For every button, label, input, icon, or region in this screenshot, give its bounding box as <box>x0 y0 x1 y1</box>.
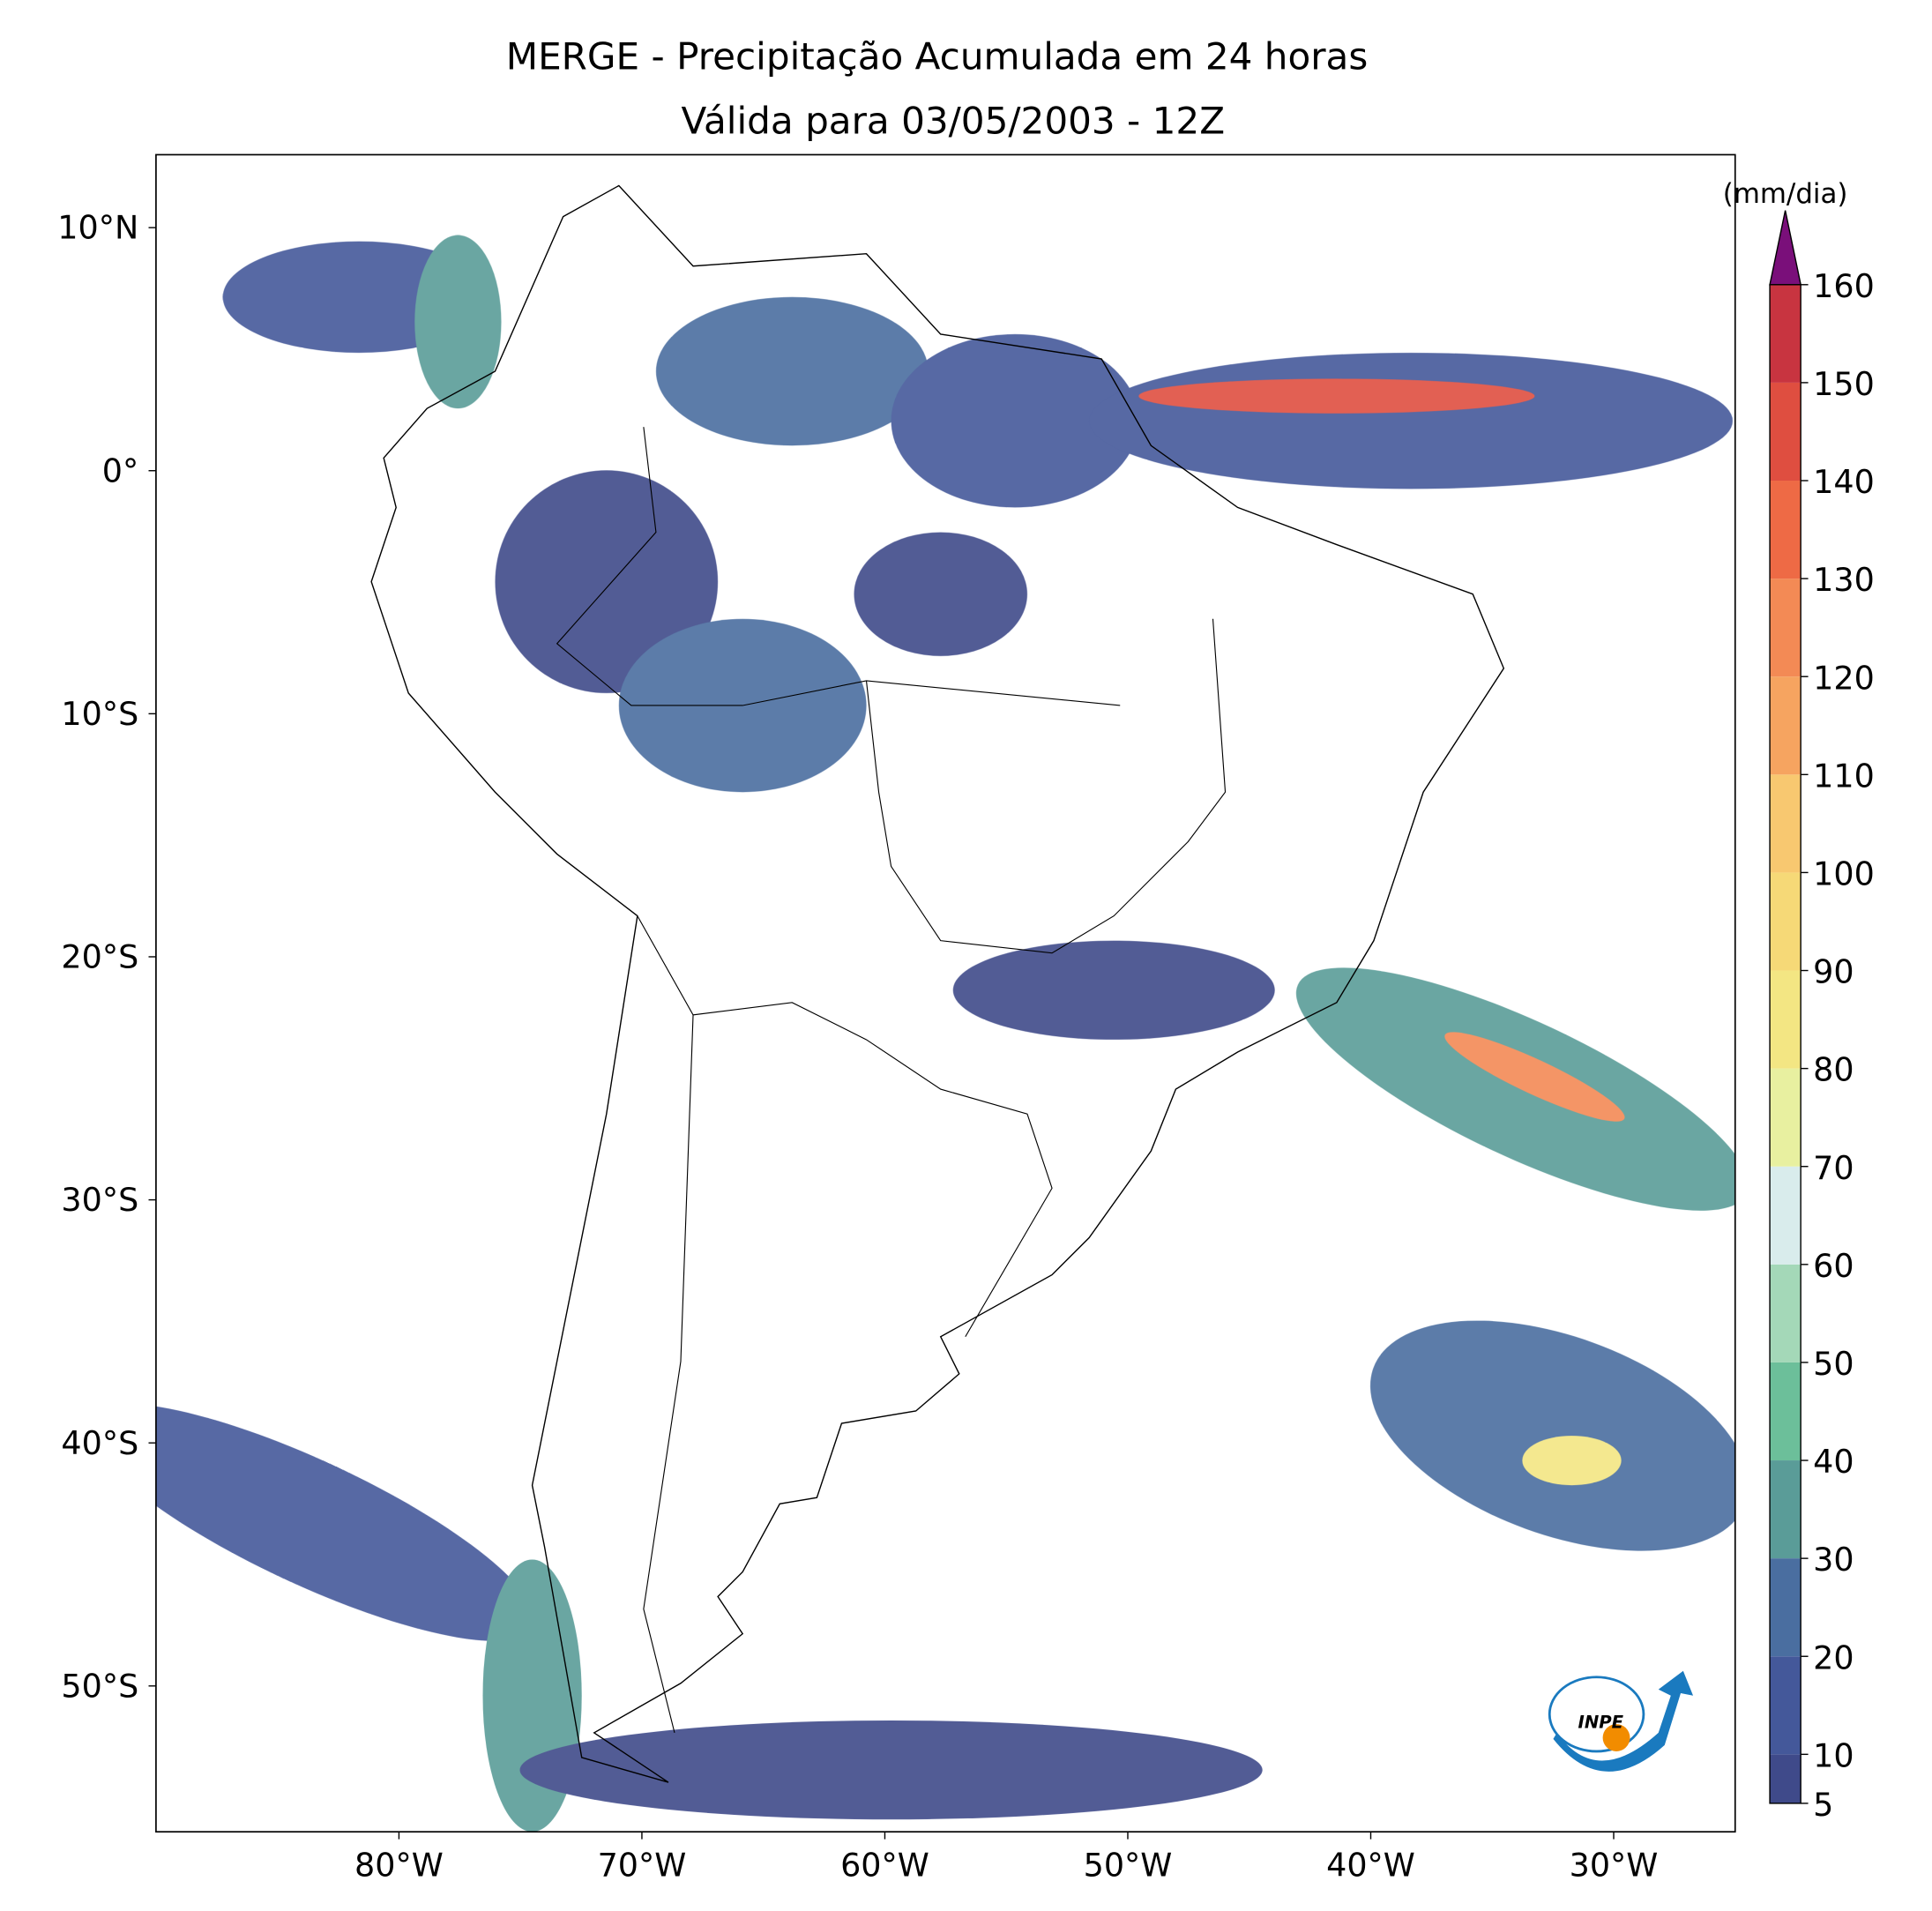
x-tick-label: 70°W <box>598 1847 687 1885</box>
colorbar-band <box>1770 1754 1801 1803</box>
colorbar-band <box>1770 1558 1801 1657</box>
colorbar-tick-label: 110 <box>1813 757 1875 795</box>
colorbar-tick-label: 50 <box>1813 1345 1854 1383</box>
map-frame <box>155 153 1736 1833</box>
inpe-logo: INPE <box>1548 1670 1694 1772</box>
colorbar-band <box>1770 1656 1801 1755</box>
colorbar-band <box>1770 382 1801 481</box>
colorbar-tick-label: 100 <box>1813 855 1875 892</box>
colorbar-tick-label: 5 <box>1813 1786 1833 1824</box>
colorbar-band <box>1770 774 1801 873</box>
x-tick-label: 50°W <box>1084 1847 1173 1885</box>
colorbar-band <box>1770 1264 1801 1362</box>
colorbar-band <box>1770 1362 1801 1461</box>
colorbar-band <box>1770 1068 1801 1167</box>
x-tick-label: 30°W <box>1570 1847 1659 1885</box>
colorbar-tick-label: 40 <box>1813 1443 1854 1481</box>
colorbar-tick-label: 80 <box>1813 1051 1854 1089</box>
colorbar-extension <box>1769 210 1802 286</box>
colorbar-band <box>1770 284 1801 383</box>
colorbar-label: (mm/dia) <box>1723 178 1848 210</box>
map-area: INPE <box>155 184 1735 1833</box>
colorbar-band <box>1770 872 1801 971</box>
colorbar-tick-label: 10 <box>1813 1736 1854 1774</box>
y-tick-label: 50°S <box>61 1667 138 1705</box>
logo-text: INPE <box>1578 1712 1624 1732</box>
colorbar-tick-label: 60 <box>1813 1247 1854 1285</box>
x-tick-label: 60°W <box>840 1847 929 1885</box>
colorbar-band <box>1770 970 1801 1069</box>
y-tick-label: 40°S <box>61 1424 138 1462</box>
colorbar-band <box>1770 579 1801 677</box>
y-tick-label: 0° <box>102 452 138 489</box>
colorbar-tick-label: 130 <box>1813 561 1875 599</box>
y-tick-label: 30°S <box>61 1181 138 1219</box>
y-tick-label: 20°S <box>61 938 138 976</box>
colorbar-band <box>1770 676 1801 775</box>
colorbar-tick-label: 30 <box>1813 1541 1854 1579</box>
colorbar-tick-label: 20 <box>1813 1639 1854 1676</box>
y-tick-label: 10°N <box>57 209 138 247</box>
colorbar-tick-label: 140 <box>1813 463 1875 501</box>
x-tick-label: 40°W <box>1326 1847 1415 1885</box>
colorbar-tick-label: 120 <box>1813 659 1875 697</box>
subtitle: Válida para 03/05/2003 - 12Z <box>681 100 1225 143</box>
y-tick-label: 10°S <box>61 695 138 733</box>
colorbar-tick-label: 70 <box>1813 1149 1854 1187</box>
colorbar-tick-label: 150 <box>1813 365 1875 403</box>
title: MERGE - Precipitação Acumulada em 24 hor… <box>506 35 1369 78</box>
colorbar: 5 10 20 30 40 50 60 70 80 90 100 110 120 130 140 150 160… <box>1723 178 1875 1824</box>
colorbar-frame <box>1769 284 1801 1804</box>
country-borders <box>556 427 1227 1734</box>
colorbar-tick-label: 160 <box>1813 267 1875 305</box>
x-tick-label: 80°W <box>354 1847 444 1885</box>
colorbar-band <box>1770 1166 1801 1265</box>
colorbar-band <box>1770 1460 1801 1559</box>
continent-outline <box>370 184 1505 1783</box>
colorbar-tick-label: 90 <box>1813 953 1854 991</box>
colorbar-band <box>1770 481 1801 579</box>
precipitation-field <box>155 235 1735 1833</box>
